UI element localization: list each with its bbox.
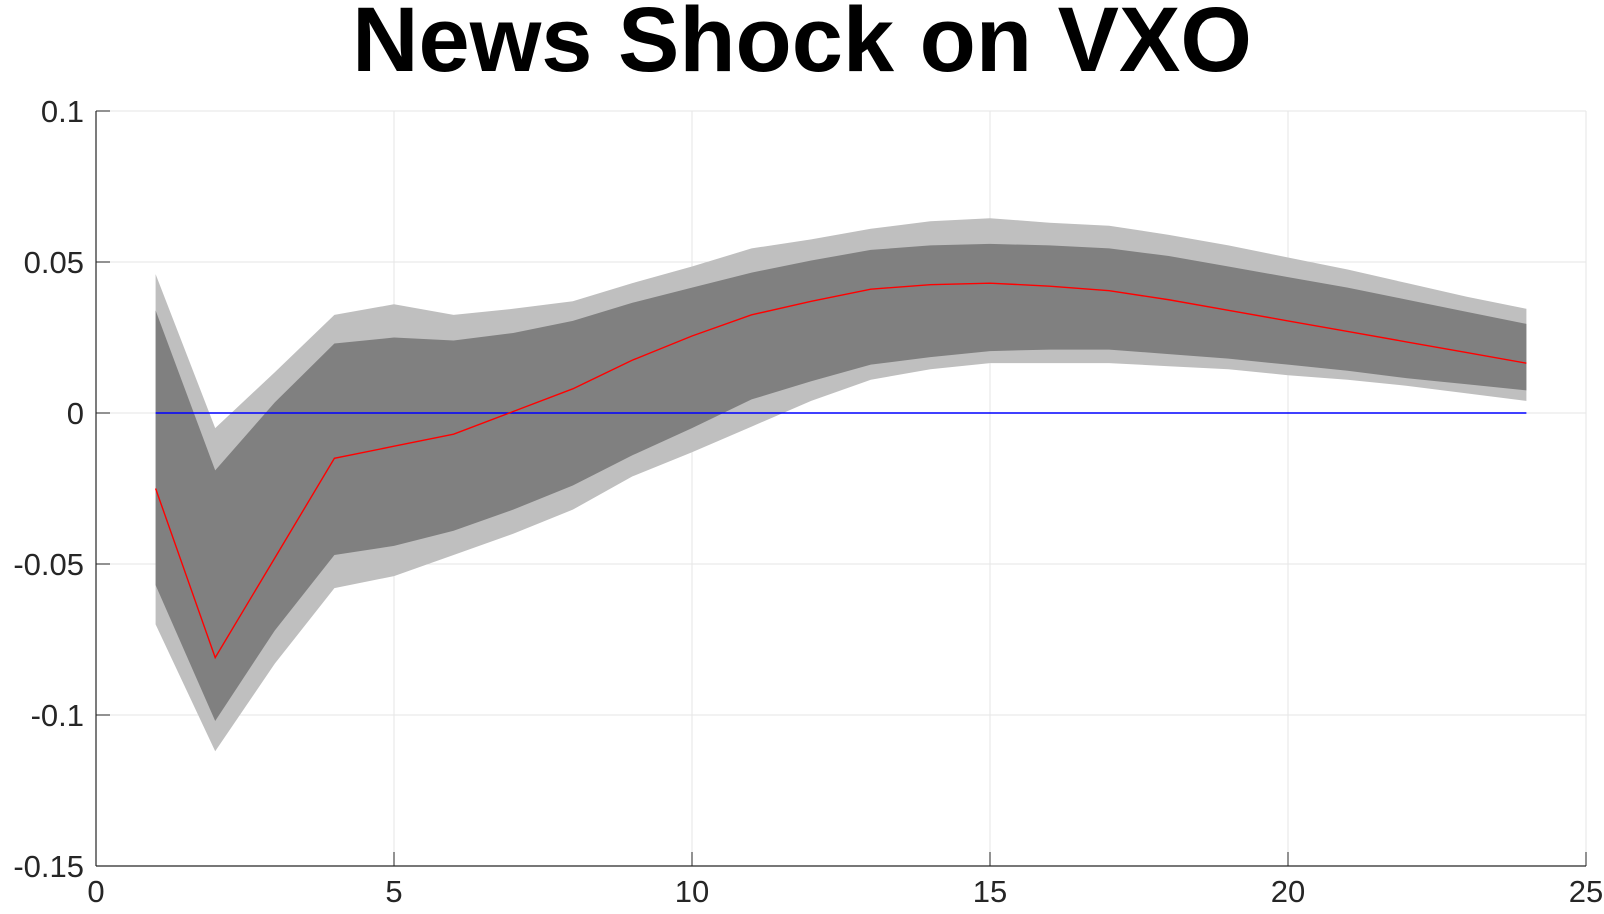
series-line-response (154, 282, 1527, 660)
axes (95, 110, 1587, 867)
series-lines (154, 282, 1527, 660)
chart-title: News Shock on VXO (352, 0, 1252, 91)
confidence-bands (155, 218, 1527, 752)
band-inner (155, 243, 1527, 722)
y-tick-label: -0.15 (13, 849, 84, 884)
tick-labels: 0 5 10 15 20 25 -0.15 -0.1 -0.05 0 0.05 0.1 (13, 94, 1603, 909)
x-tick-label: 20 (1271, 874, 1305, 909)
y-tick-label: 0 (67, 396, 84, 431)
x-tick-label: 5 (385, 874, 402, 909)
y-tick-label: 0.1 (41, 94, 84, 129)
x-tick-label: 25 (1569, 874, 1603, 909)
y-tick-label: -0.1 (31, 698, 84, 733)
x-tick-label: 0 (87, 874, 104, 909)
y-tick-label: 0.05 (24, 245, 84, 280)
x-tick-label: 10 (675, 874, 709, 909)
y-tick-label: -0.05 (13, 547, 84, 582)
x-tick-label: 15 (973, 874, 1007, 909)
